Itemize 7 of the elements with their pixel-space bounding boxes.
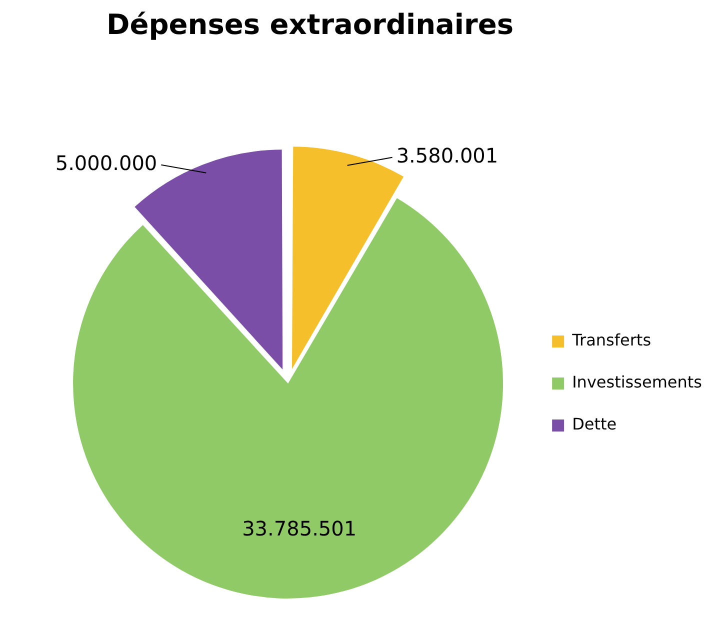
- legend-label: Transferts: [571, 330, 652, 350]
- chart-title: Dépenses extraordinaires: [106, 8, 514, 41]
- data-label: 5.000.000: [55, 151, 158, 176]
- data-label: 3.580.001: [396, 144, 498, 168]
- data-label: 33.785.501: [242, 516, 357, 541]
- legend-label: Dette: [572, 414, 617, 434]
- legend-label: Investissements: [572, 372, 702, 392]
